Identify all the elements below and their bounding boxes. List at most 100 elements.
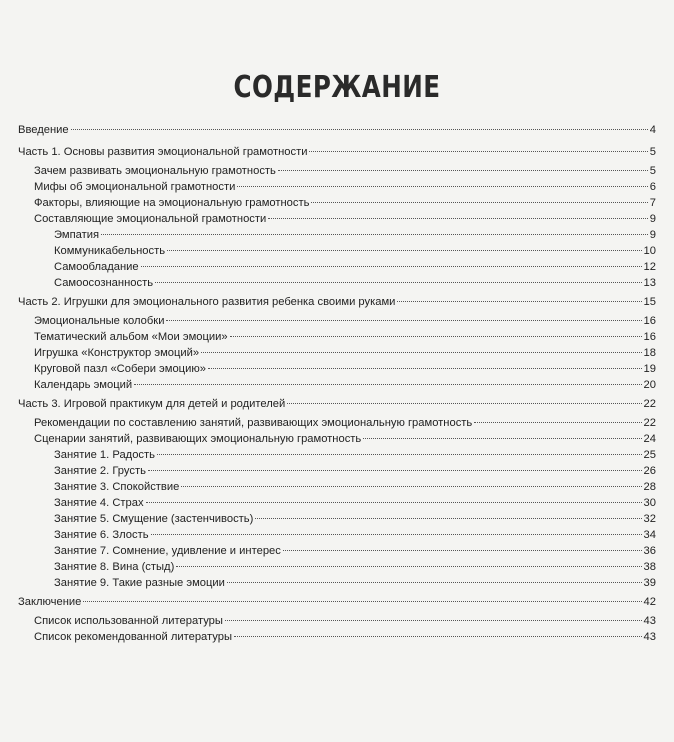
dot-leader <box>309 151 648 152</box>
toc-entry-label: Круговой пазл «Собери эмоцию» <box>34 363 206 375</box>
toc-entry-page: 22 <box>643 417 656 429</box>
toc-entry-page: 39 <box>643 577 656 589</box>
toc-entry: Занятие 4. Страх 30 <box>18 495 656 511</box>
toc-entry-label: Занятие 5. Смущение (застенчивость) <box>54 513 254 525</box>
toc-entry-page: 19 <box>643 363 656 375</box>
toc-entry-label: Занятие 9. Такие разные эмоции <box>54 577 225 589</box>
toc-entry: Зачем развивать эмоциональную грамотност… <box>18 163 656 179</box>
toc-entry-label: Составляющие эмоциональной грамотности <box>34 213 267 225</box>
dot-leader <box>70 129 648 130</box>
dot-leader <box>255 518 642 519</box>
toc-entry-label: Мифы об эмоциональной грамотности <box>34 181 236 193</box>
dot-leader <box>229 336 642 337</box>
dot-leader <box>224 620 642 621</box>
toc-entry-page: 38 <box>643 561 656 573</box>
toc-entry: Занятие 9. Такие разные эмоции 39 <box>18 575 656 591</box>
toc-entry-page: 36 <box>643 545 656 557</box>
toc-entry: Часть 3. Игровой практикум для детей и р… <box>18 396 656 415</box>
toc-entry: Самообладание 12 <box>18 259 656 275</box>
dot-leader <box>282 550 642 551</box>
toc-entry: Составляющие эмоциональной грамотности 9 <box>18 211 656 227</box>
toc-entry-page: 13 <box>643 277 656 289</box>
toc-entry-page: 26 <box>643 465 656 477</box>
toc-entry-label: Занятие 7. Сомнение, удивление и интерес <box>54 545 281 557</box>
dot-leader <box>226 582 642 583</box>
toc-entry: Занятие 8. Вина (стыд) 38 <box>18 559 656 575</box>
dot-leader <box>134 384 642 385</box>
toc-entry-label: Календарь эмоций <box>34 379 133 391</box>
toc-entry: Эмоциональные колобки 16 <box>18 313 656 329</box>
toc-entry-label: Тематический альбом «Мои эмоции» <box>34 331 228 343</box>
toc-entry: Коммуникабельность 10 <box>18 243 656 259</box>
toc-entry-page: 5 <box>649 165 656 177</box>
dot-leader <box>311 202 648 203</box>
toc-entry: Часть 2. Игрушки для эмоционального разв… <box>18 294 656 313</box>
dot-leader <box>237 186 648 187</box>
dot-leader <box>166 320 642 321</box>
page-title: СОДЕРЖАНИЕ <box>233 70 441 105</box>
toc-entry-page: 34 <box>643 529 656 541</box>
toc-entry: Занятие 2. Грусть 26 <box>18 463 656 479</box>
toc-entry-page: 30 <box>643 497 656 509</box>
toc-entry: Введение 4 <box>18 122 656 141</box>
toc-entry: Тематический альбом «Мои эмоции» 16 <box>18 329 656 345</box>
toc-entry: Календарь эмоций 20 <box>18 377 656 393</box>
toc-entry-page: 32 <box>643 513 656 525</box>
toc-entry-label: Часть 3. Игровой практикум для детей и р… <box>18 398 286 410</box>
toc-entry-page: 4 <box>649 124 656 136</box>
toc-entry: Занятие 5. Смущение (застенчивость) 32 <box>18 511 656 527</box>
toc-entry-page: 28 <box>643 481 656 493</box>
dot-leader <box>397 301 642 302</box>
toc-entry-page: 20 <box>643 379 656 391</box>
toc-entry-label: Зачем развивать эмоциональную грамотност… <box>34 165 276 177</box>
dot-leader <box>101 234 648 235</box>
dot-leader <box>150 534 642 535</box>
toc-entry-page: 42 <box>643 596 656 608</box>
toc-entry: Рекомендации по составлению занятий, раз… <box>18 415 656 431</box>
dot-leader <box>268 218 648 219</box>
toc-entry-page: 10 <box>643 245 656 257</box>
toc-entry-page: 12 <box>643 261 656 273</box>
dot-leader <box>167 250 642 251</box>
dot-leader <box>140 266 642 267</box>
toc-entry-label: Факторы, влияющие на эмоциональную грамо… <box>34 197 310 209</box>
toc-entry-label: Часть 1. Основы развития эмоциональной г… <box>18 146 308 158</box>
toc-entry-label: Занятие 2. Грусть <box>54 465 146 477</box>
toc-entry: Круговой пазл «Собери эмоцию» 19 <box>18 361 656 377</box>
dot-leader <box>234 636 642 637</box>
toc-entry-label: Самообладание <box>54 261 139 273</box>
toc-entry-label: Введение <box>18 124 69 136</box>
toc-entry-page: 7 <box>649 197 656 209</box>
toc-entry: Занятие 6. Злость 34 <box>18 527 656 543</box>
dot-leader <box>474 422 642 423</box>
dot-leader <box>363 438 642 439</box>
table-of-contents: Введение 4 Часть 1. Основы развития эмоцио… <box>18 122 656 645</box>
toc-entry-page: 24 <box>643 433 656 445</box>
dot-leader <box>201 352 642 353</box>
toc-entry-label: Занятие 8. Вина (стыд) <box>54 561 175 573</box>
toc-entry-page: 16 <box>643 331 656 343</box>
toc-entry-page: 25 <box>643 449 656 461</box>
toc-entry-label: Эмпатия <box>54 229 100 241</box>
dot-leader <box>156 454 642 455</box>
toc-entry: Факторы, влияющие на эмоциональную грамо… <box>18 195 656 211</box>
toc-entry: Занятие 7. Сомнение, удивление и интерес… <box>18 543 656 559</box>
toc-entry-label: Список рекомендованной литературы <box>34 631 233 643</box>
toc-entry-label: Часть 2. Игрушки для эмоционального разв… <box>18 296 396 308</box>
toc-entry-label: Коммуникабельность <box>54 245 166 257</box>
toc-entry-label: Самоосознанность <box>54 277 154 289</box>
dot-leader <box>83 601 642 602</box>
toc-entry-page: 16 <box>643 315 656 327</box>
dot-leader <box>277 170 648 171</box>
toc-entry: Эмпатия 9 <box>18 227 656 243</box>
toc-entry-page: 22 <box>643 398 656 410</box>
toc-entry-page: 9 <box>649 213 656 225</box>
toc-entry: Список использованной литературы 43 <box>18 613 656 629</box>
toc-entry-page: 9 <box>649 229 656 241</box>
dot-leader <box>287 403 642 404</box>
toc-entry-label: Занятие 4. Страх <box>54 497 144 509</box>
toc-entry-page: 18 <box>643 347 656 359</box>
toc-entry-label: Игрушка «Конструктор эмоций» <box>34 347 200 359</box>
dot-leader <box>145 502 642 503</box>
toc-entry: Сценарии занятий, развивающих эмоциональ… <box>18 431 656 447</box>
